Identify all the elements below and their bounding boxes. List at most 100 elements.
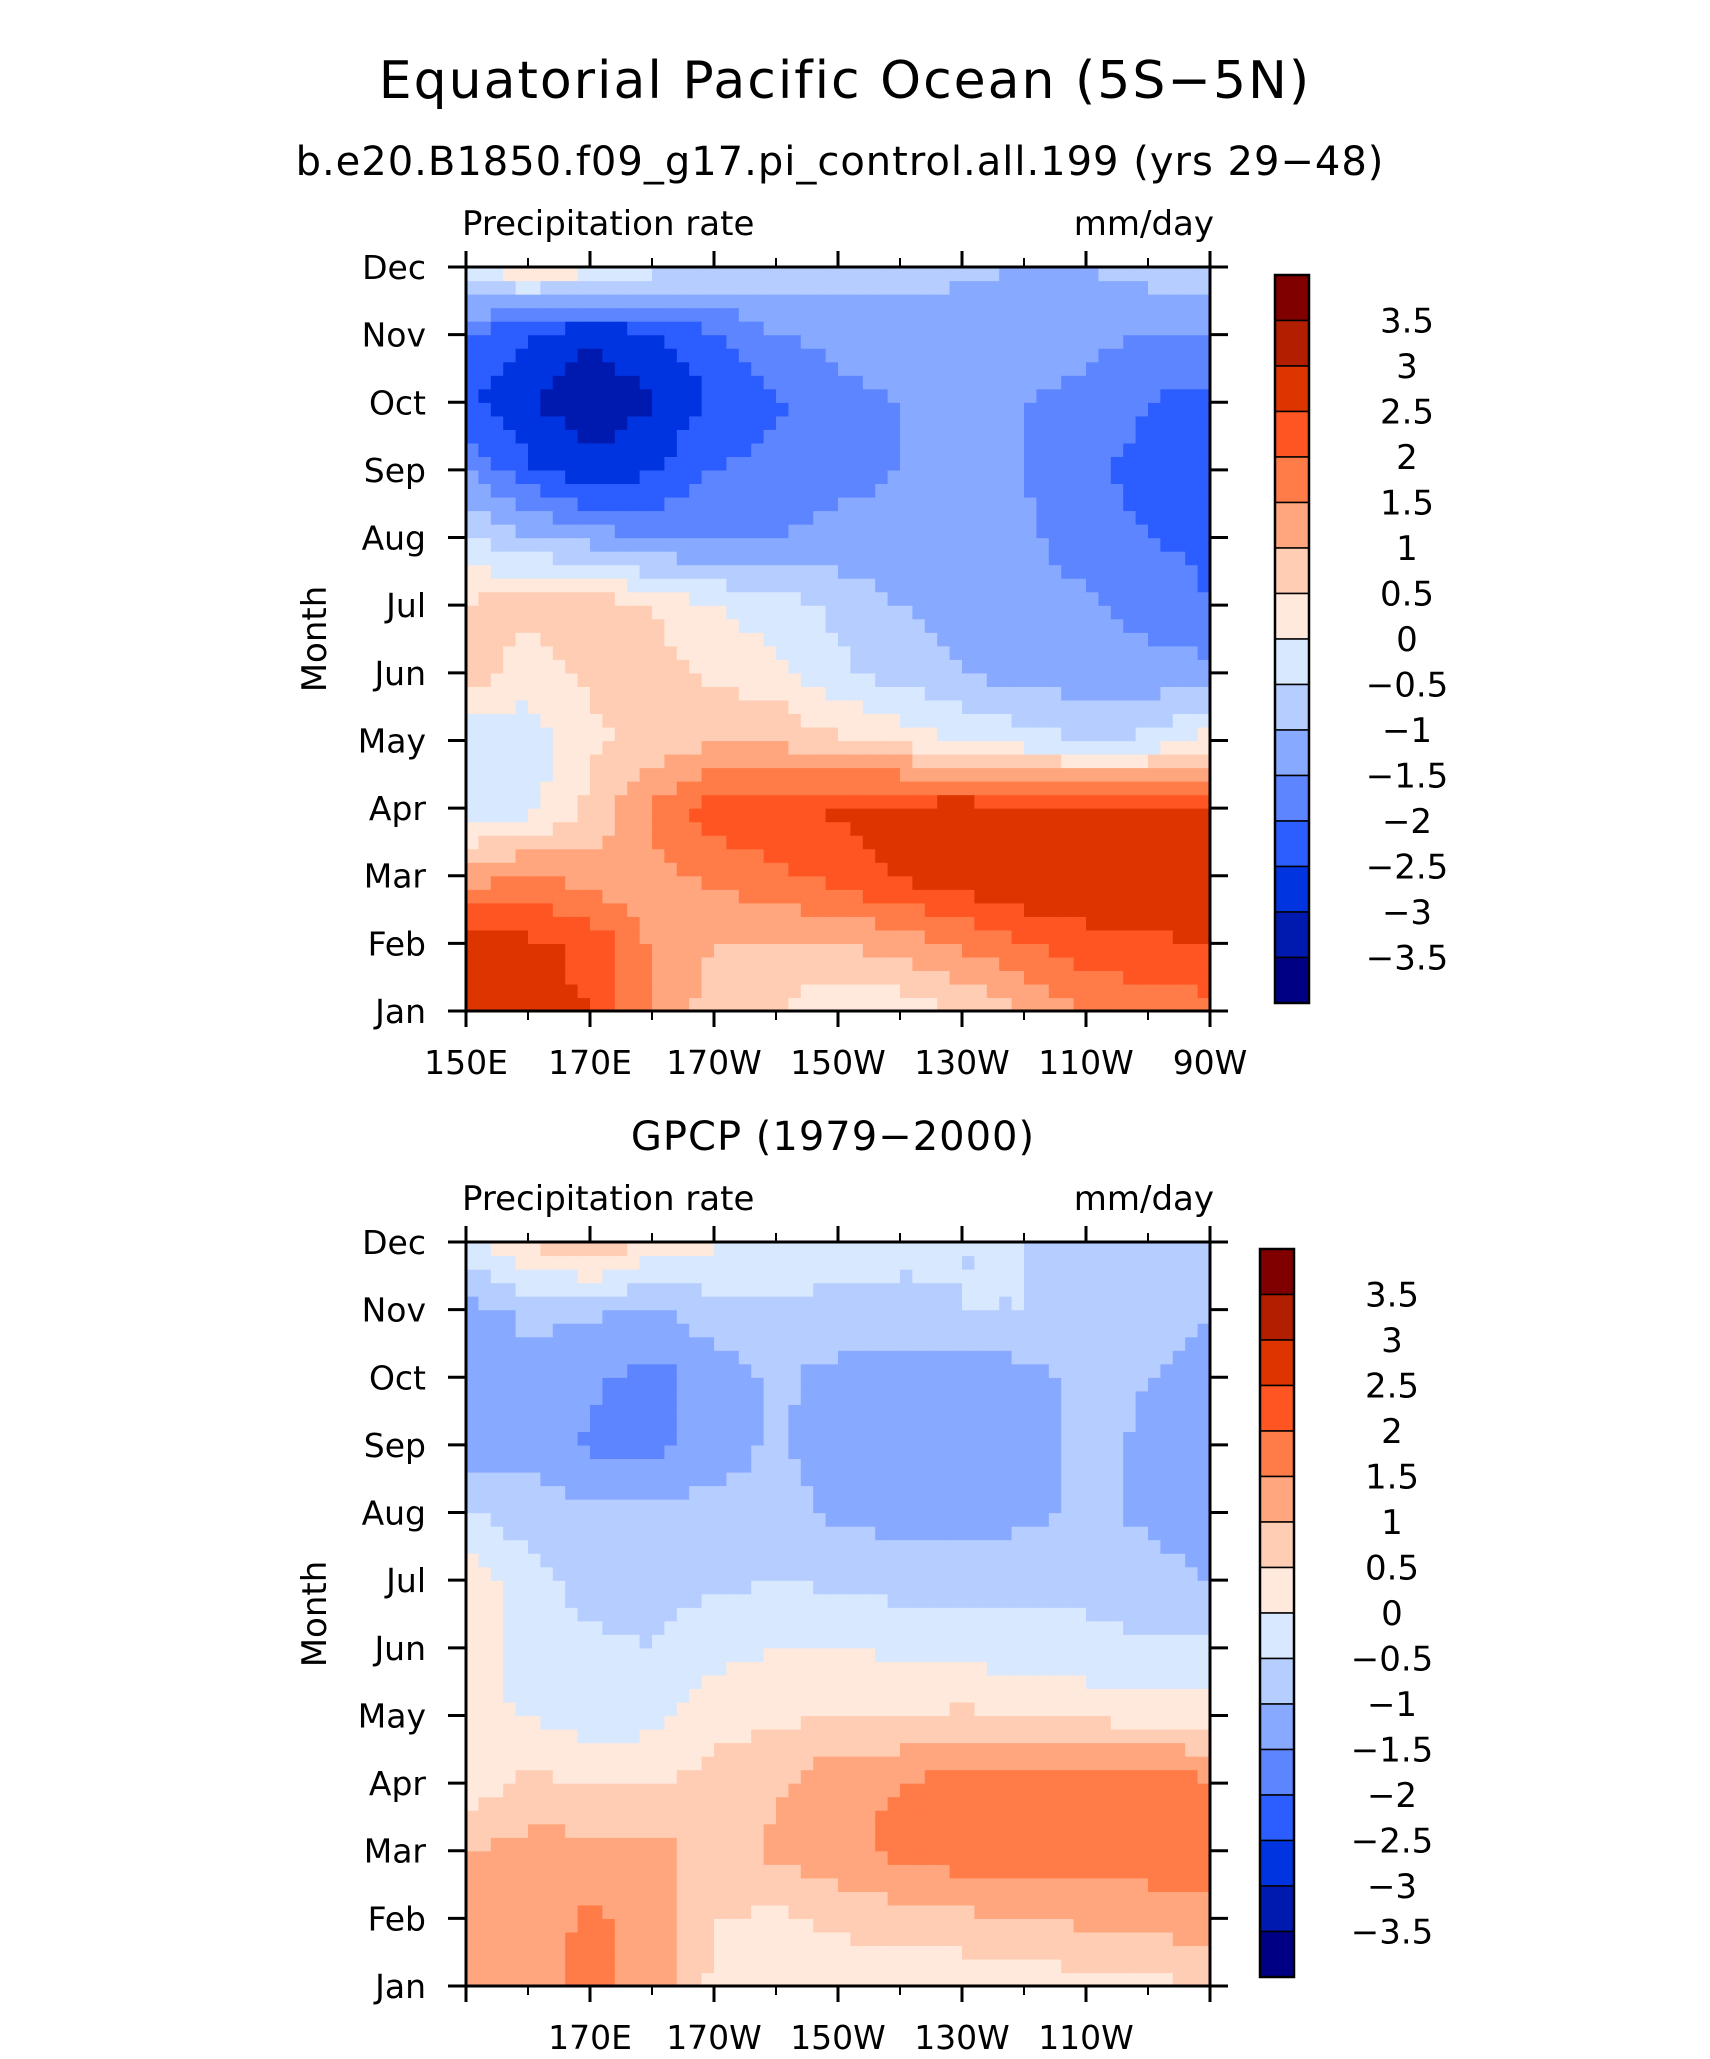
field-cell bbox=[714, 929, 727, 944]
field-cell bbox=[701, 713, 715, 728]
field-cell bbox=[1123, 1783, 1137, 1798]
field-cell bbox=[1073, 267, 1087, 282]
field-cell bbox=[1172, 767, 1186, 782]
field-cell bbox=[788, 510, 802, 525]
field-cell bbox=[1160, 483, 1174, 498]
field-cell bbox=[751, 726, 765, 742]
field-cell bbox=[478, 699, 492, 714]
field-cell bbox=[602, 483, 616, 498]
field-cell bbox=[565, 753, 579, 769]
field-cell bbox=[676, 402, 690, 417]
field-cell bbox=[1148, 1904, 1161, 1919]
field-cell bbox=[1011, 294, 1025, 309]
field-cell bbox=[788, 848, 802, 863]
field-cell bbox=[937, 1728, 951, 1744]
field-cell bbox=[565, 781, 579, 796]
field-cell bbox=[862, 659, 876, 674]
field-cell bbox=[1061, 848, 1075, 863]
field-cell bbox=[552, 1945, 566, 1960]
field-cell bbox=[1061, 645, 1075, 660]
field-cell bbox=[887, 605, 901, 620]
field-cell bbox=[1073, 781, 1087, 796]
field-cell bbox=[627, 1850, 641, 1865]
field-cell bbox=[478, 321, 492, 336]
field-cell bbox=[652, 551, 665, 566]
field-cell bbox=[689, 686, 703, 701]
field-cell bbox=[528, 1864, 541, 1879]
field-cell bbox=[478, 361, 492, 376]
field-cell bbox=[751, 402, 765, 417]
field-cell bbox=[1135, 307, 1149, 322]
field-cell bbox=[466, 916, 479, 931]
field-cell bbox=[577, 334, 591, 349]
field-cell bbox=[974, 970, 988, 985]
field-cell bbox=[515, 1864, 529, 1879]
field-cell bbox=[676, 334, 690, 349]
field-cell bbox=[652, 537, 665, 552]
field-cell bbox=[999, 1769, 1013, 1784]
field-cell bbox=[800, 375, 814, 390]
field-cell bbox=[962, 1756, 975, 1771]
field-cell bbox=[528, 429, 541, 444]
field-cell bbox=[1086, 875, 1099, 890]
field-cell bbox=[949, 469, 963, 485]
field-cell bbox=[1185, 929, 1199, 944]
field-cell bbox=[552, 902, 566, 917]
field-cell bbox=[838, 726, 851, 742]
field-cell bbox=[565, 551, 579, 566]
field-cell bbox=[949, 496, 963, 512]
field-cell bbox=[1110, 1945, 1124, 1960]
field-cell bbox=[590, 767, 603, 782]
field-cell bbox=[503, 1701, 517, 1717]
field-cell bbox=[962, 781, 975, 796]
field-cell bbox=[813, 794, 827, 809]
field-cell bbox=[1160, 1891, 1174, 1906]
field-cell bbox=[1172, 524, 1186, 539]
field-cell bbox=[862, 605, 876, 620]
field-cell bbox=[714, 1661, 727, 1676]
field-cell bbox=[838, 997, 851, 1012]
field-cell bbox=[490, 686, 504, 701]
field-cell bbox=[900, 375, 913, 390]
field-cell bbox=[1197, 334, 1211, 349]
field-cell bbox=[850, 524, 864, 539]
field-cell bbox=[962, 970, 975, 985]
field-cell bbox=[763, 510, 777, 525]
field-cell bbox=[788, 294, 802, 309]
field-cell bbox=[664, 902, 678, 917]
field-cell bbox=[602, 1837, 616, 1852]
field-cell bbox=[478, 388, 492, 403]
field-cell bbox=[515, 672, 529, 687]
field-cell bbox=[478, 753, 492, 769]
field-cell bbox=[602, 578, 616, 593]
field-cell bbox=[565, 740, 579, 755]
field-cell bbox=[912, 1918, 926, 1933]
field-cell bbox=[900, 1945, 913, 1960]
field-cell bbox=[974, 388, 988, 403]
field-cell bbox=[738, 740, 752, 755]
field-cell bbox=[887, 713, 901, 728]
field-cell bbox=[466, 997, 479, 1012]
field-cell bbox=[1185, 672, 1199, 687]
field-cell bbox=[552, 442, 566, 457]
field-cell bbox=[912, 645, 926, 660]
field-cell bbox=[912, 524, 926, 539]
field-cell bbox=[577, 375, 591, 390]
field-cell bbox=[813, 699, 827, 714]
units-label: mm/day bbox=[1074, 204, 1214, 244]
field-cell bbox=[490, 1877, 504, 1892]
field-cell bbox=[1185, 726, 1199, 742]
field-cell bbox=[515, 848, 529, 863]
field-cell bbox=[565, 1756, 579, 1771]
field-cell bbox=[776, 929, 789, 944]
field-cell bbox=[1061, 321, 1075, 336]
field-cell bbox=[639, 970, 653, 985]
field-cell bbox=[974, 997, 988, 1012]
field-cell bbox=[1160, 1728, 1174, 1744]
field-cell bbox=[614, 307, 628, 322]
field-cell bbox=[912, 348, 926, 363]
field-cell bbox=[850, 997, 864, 1012]
field-cell bbox=[850, 294, 864, 309]
field-cell bbox=[627, 659, 641, 674]
field-cell bbox=[466, 875, 479, 890]
